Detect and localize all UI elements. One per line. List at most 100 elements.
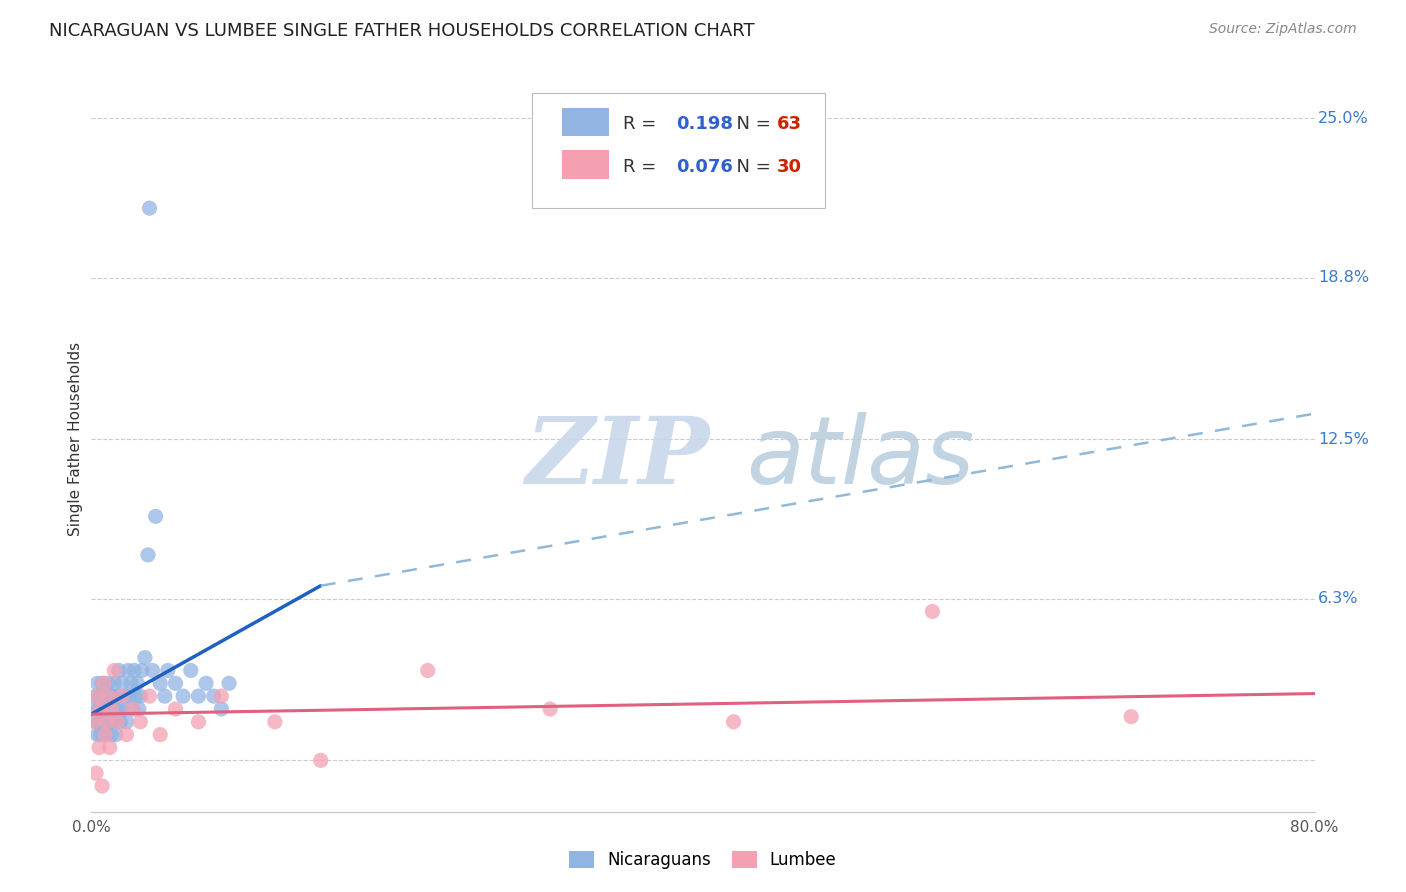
Point [138, 201, 160, 215]
Point [105, 689, 128, 703]
Y-axis label: Single Father Households: Single Father Households [67, 343, 83, 536]
Point [112, 702, 135, 716]
Point [101, 689, 124, 703]
Text: N =: N = [725, 115, 776, 133]
Text: 12.5%: 12.5% [1319, 432, 1369, 447]
Point [264, 714, 287, 729]
Point [538, 702, 561, 716]
Point [104, 702, 127, 716]
Point [131, 664, 153, 678]
Point [108, 664, 131, 678]
Point [209, 689, 232, 703]
Point [165, 702, 187, 716]
Point [172, 689, 194, 703]
Point [120, 676, 142, 690]
Point [153, 689, 176, 703]
Point [127, 676, 149, 690]
Point [187, 689, 209, 703]
Point [128, 702, 150, 716]
Point [202, 689, 225, 703]
Point [87, 740, 110, 755]
Point [100, 702, 122, 716]
Point [309, 753, 332, 767]
FancyBboxPatch shape [562, 151, 609, 178]
Point [121, 702, 143, 716]
Text: 63: 63 [776, 115, 801, 133]
Text: 6.3%: 6.3% [1319, 591, 1358, 606]
Point [87, 714, 110, 729]
Point [98, 740, 121, 755]
Point [94, 728, 117, 742]
Point [96, 714, 118, 729]
Point [111, 689, 134, 703]
Point [187, 714, 209, 729]
Point [93, 689, 115, 703]
Point [94, 714, 117, 729]
Point [110, 714, 132, 729]
Point [86, 676, 108, 690]
Point [156, 664, 179, 678]
Point [180, 664, 202, 678]
Point [138, 689, 160, 703]
Point [921, 604, 943, 618]
Text: 18.8%: 18.8% [1319, 270, 1369, 285]
Legend: Nicaraguans, Lumbee: Nicaraguans, Lumbee [564, 846, 842, 874]
Point [141, 664, 163, 678]
Text: R =: R = [623, 159, 662, 177]
Point [145, 509, 167, 524]
Text: Source: ZipAtlas.com: Source: ZipAtlas.com [1209, 22, 1357, 37]
Point [121, 702, 143, 716]
Point [91, 702, 114, 716]
Point [118, 689, 141, 703]
Point [105, 714, 128, 729]
Point [86, 689, 108, 703]
Text: 0.198: 0.198 [676, 115, 733, 133]
Text: ZIP: ZIP [526, 413, 710, 503]
Point [90, 702, 112, 716]
Point [114, 689, 136, 703]
Point [111, 676, 134, 690]
Point [103, 664, 125, 678]
Point [83, 714, 105, 729]
Point [115, 728, 138, 742]
Point [93, 728, 115, 742]
Text: NICARAGUAN VS LUMBEE SINGLE FATHER HOUSEHOLDS CORRELATION CHART: NICARAGUAN VS LUMBEE SINGLE FATHER HOUSE… [49, 22, 755, 40]
FancyBboxPatch shape [562, 108, 609, 136]
Point [84, 766, 107, 780]
Point [104, 728, 127, 742]
Point [91, 779, 114, 793]
Point [117, 664, 139, 678]
Point [1121, 709, 1143, 723]
Text: 30: 30 [776, 159, 801, 177]
Point [100, 702, 122, 716]
Point [723, 714, 745, 729]
Point [149, 728, 172, 742]
Point [122, 664, 145, 678]
Point [136, 548, 159, 562]
Point [96, 689, 118, 703]
Point [93, 676, 115, 690]
Point [83, 702, 105, 716]
Point [129, 714, 152, 729]
Point [90, 689, 112, 703]
Point [149, 676, 172, 690]
Point [98, 714, 121, 729]
Point [84, 714, 107, 729]
Point [90, 728, 112, 742]
Point [103, 714, 125, 729]
Point [87, 702, 110, 716]
Point [91, 714, 114, 729]
Point [94, 702, 117, 716]
Text: atlas: atlas [745, 412, 974, 503]
Point [165, 676, 187, 690]
Point [416, 664, 439, 678]
Point [129, 689, 152, 703]
Point [86, 728, 108, 742]
Point [97, 676, 120, 690]
Point [100, 728, 122, 742]
Text: 25.0%: 25.0% [1319, 111, 1369, 126]
Text: N =: N = [725, 159, 776, 177]
Point [84, 689, 107, 703]
Point [97, 689, 120, 703]
Point [218, 676, 240, 690]
